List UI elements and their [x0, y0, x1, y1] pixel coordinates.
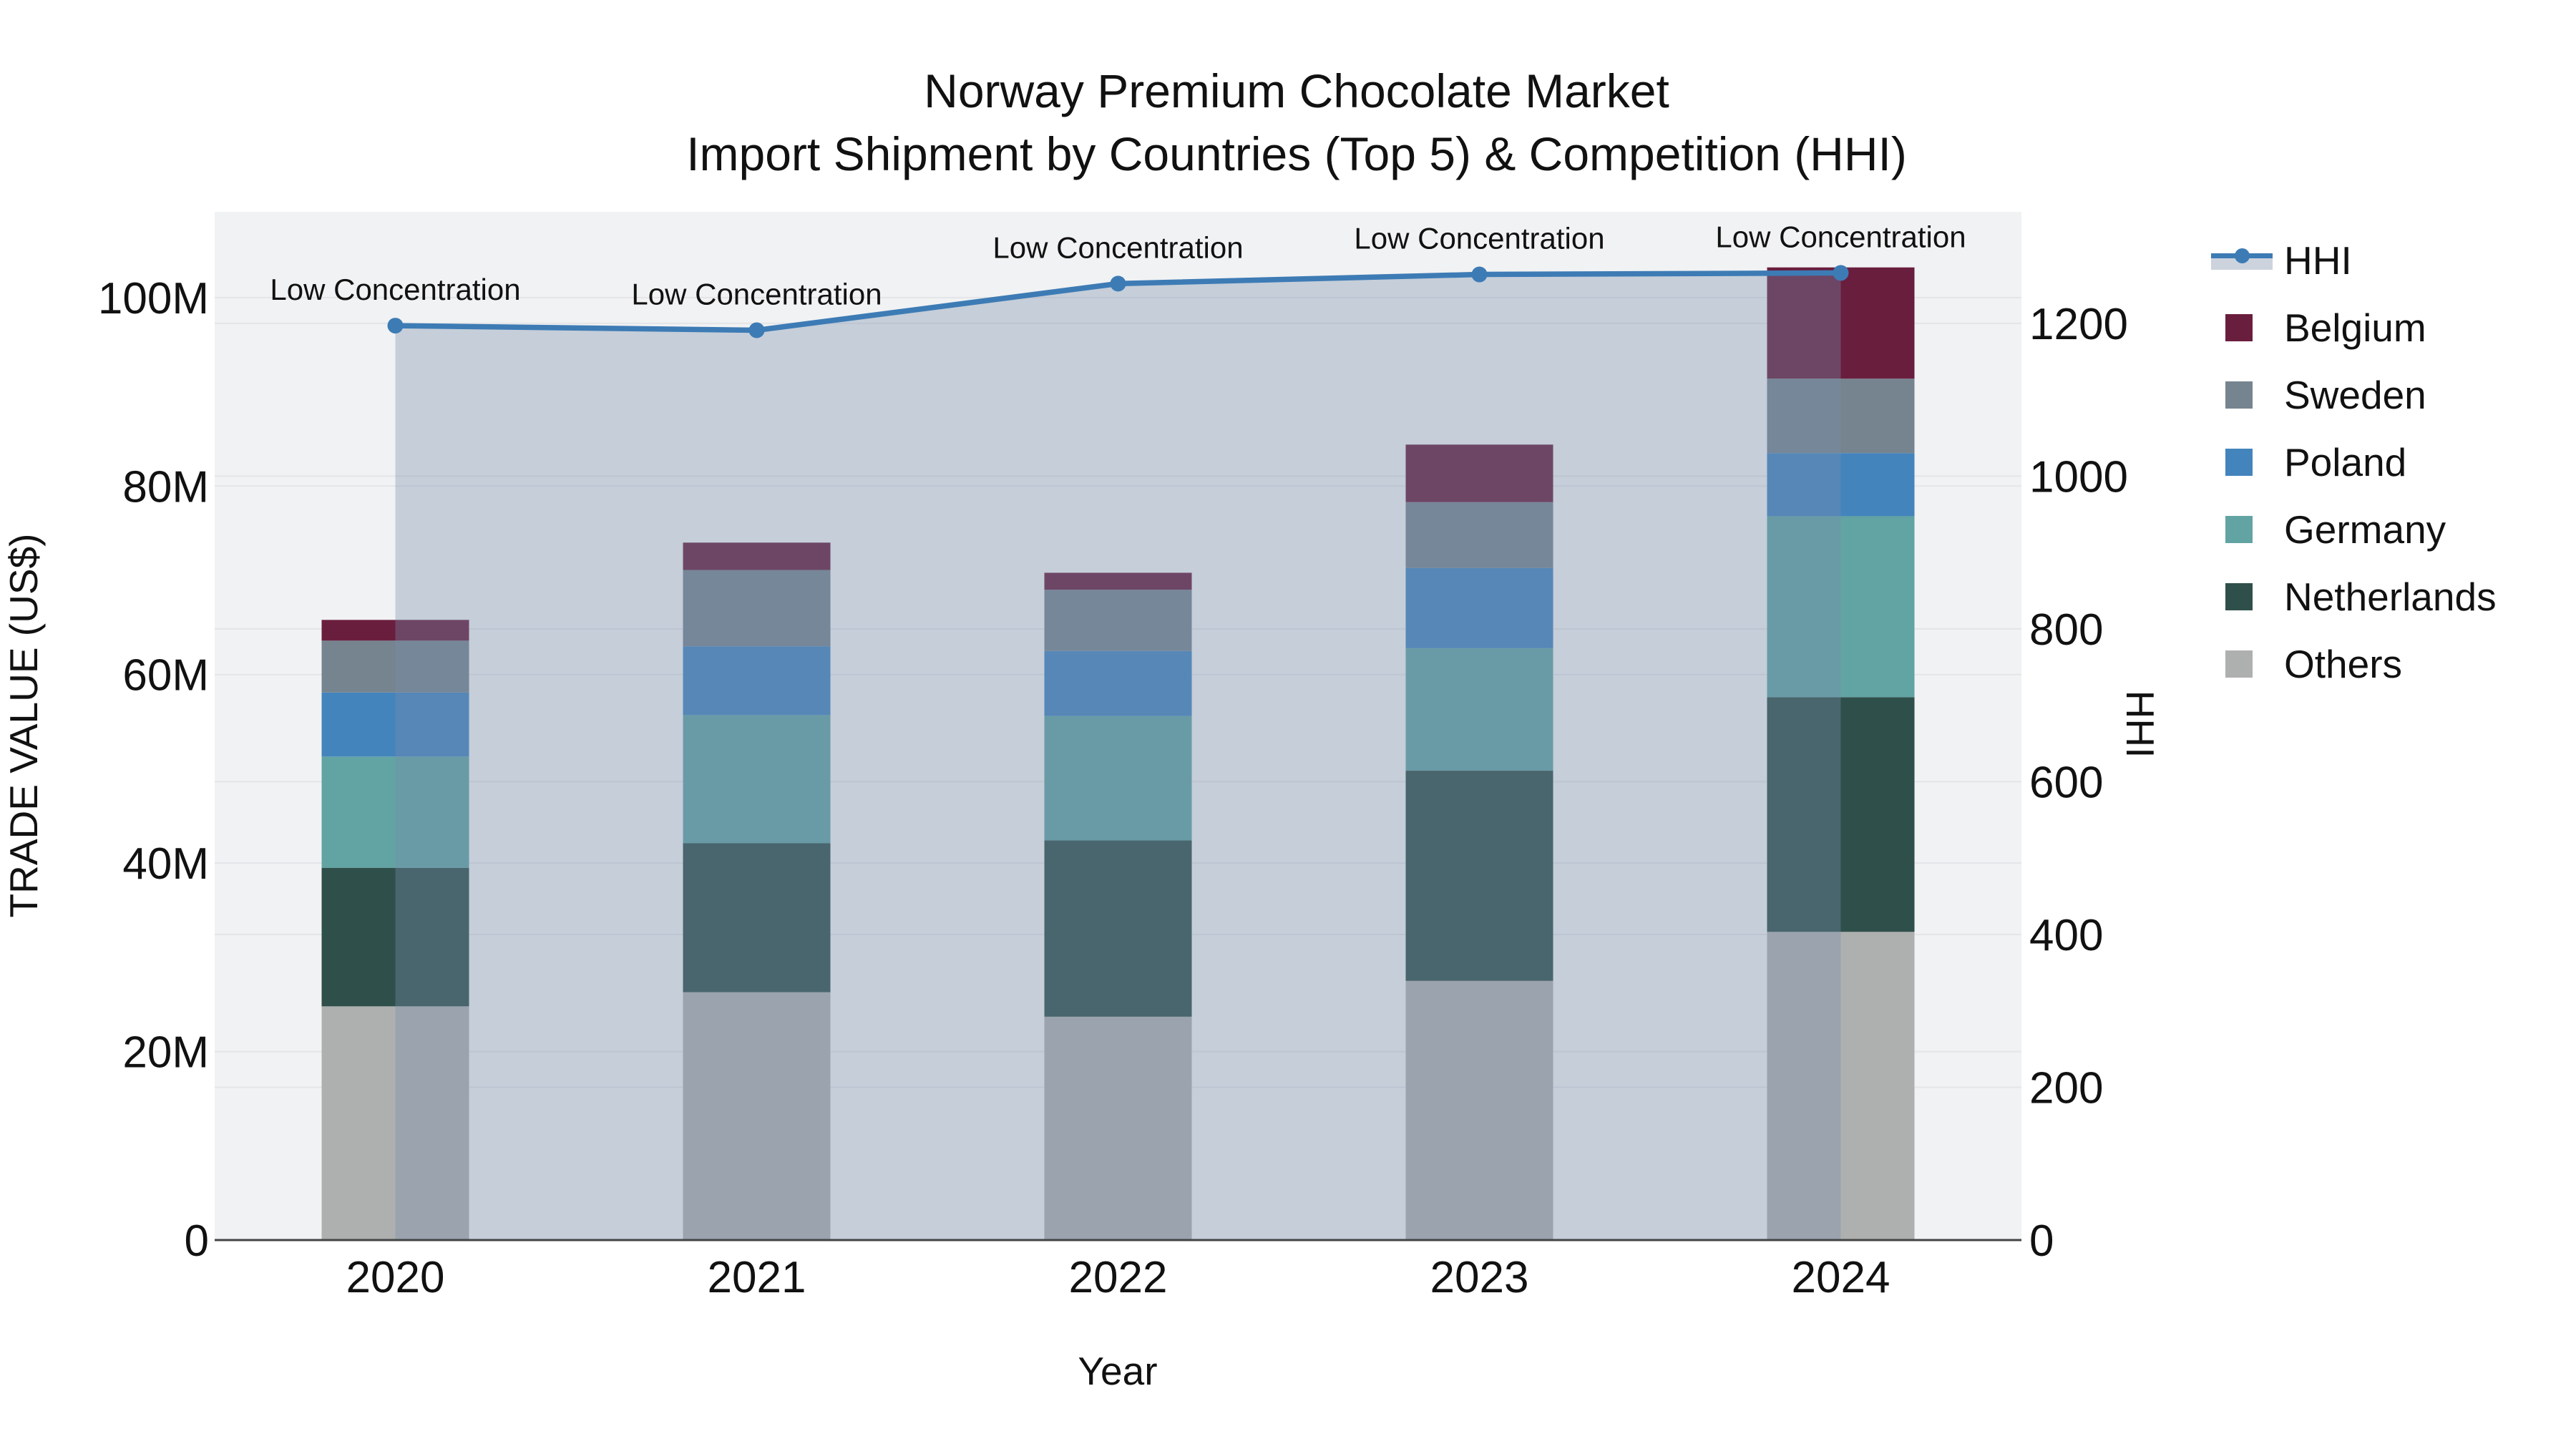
y-right-axis-title: HHI [2118, 691, 2162, 758]
y-right-tick-1200: 1200 [2029, 300, 2128, 349]
legend-hhi-line-icon [2208, 246, 2280, 275]
y-right-tick-400: 400 [2029, 911, 2103, 960]
legend-label-sweden: Sweden [2284, 373, 2426, 417]
y-left-tick-40M: 40M [122, 839, 209, 889]
bar-segment-belgium-2020[interactable] [321, 620, 469, 641]
annotation-low-concentration-2021: Low Concentration [631, 277, 882, 311]
y-left-tick-60M: 60M [122, 651, 209, 701]
legend-label-belgium: Belgium [2284, 306, 2426, 350]
bar-segment-poland-2022[interactable] [1044, 650, 1192, 716]
chart-title-line2: Import Shipment by Countries (Top 5) & C… [686, 127, 1907, 180]
y-left-tick-20M: 20M [122, 1028, 209, 1078]
legend-swatch-others-icon [2208, 650, 2280, 678]
bar-segment-netherlands-2024[interactable] [1767, 697, 1915, 932]
y-right-tick-600: 600 [2029, 758, 2103, 807]
annotation-low-concentration-2023: Low Concentration [1354, 222, 1604, 255]
x-axis-title: Year [1078, 1349, 1157, 1393]
bar-segment-netherlands-2022[interactable] [1044, 840, 1192, 1017]
annotation-low-concentration-2024: Low Concentration [1715, 220, 1966, 253]
legend-item-germany[interactable]: Germany [2208, 496, 2497, 563]
hhi-point-2023[interactable] [1471, 266, 1488, 283]
legend-item-poland[interactable]: Poland [2208, 429, 2497, 496]
hhi-point-2024[interactable] [1833, 265, 1849, 281]
y-left-tick-100M: 100M [98, 274, 209, 323]
bar-segment-belgium-2023[interactable] [1405, 444, 1553, 502]
legend-label-others: Others [2284, 642, 2403, 686]
y-right-tick-0: 0 [2029, 1216, 2054, 1266]
bar-segment-sweden-2023[interactable] [1405, 502, 1553, 568]
bar-segment-poland-2023[interactable] [1405, 567, 1553, 648]
legend-item-belgium[interactable]: Belgium [2208, 294, 2497, 361]
bar-segment-germany-2020[interactable] [321, 756, 469, 868]
bar-segment-germany-2024[interactable] [1767, 516, 1915, 698]
bar-segment-sweden-2020[interactable] [321, 640, 469, 693]
y-left-tick-80M: 80M [122, 462, 209, 512]
x-tick-2023: 2023 [1430, 1253, 1529, 1302]
legend-item-netherlands[interactable]: Netherlands [2208, 563, 2497, 630]
hhi-point-2022[interactable] [1110, 275, 1126, 292]
legend-item-sweden[interactable]: Sweden [2208, 361, 2497, 429]
bar-segment-germany-2023[interactable] [1405, 648, 1553, 771]
bar-segment-belgium-2022[interactable] [1044, 572, 1192, 590]
x-tick-2021: 2021 [708, 1253, 806, 1302]
bar-segment-belgium-2024[interactable] [1767, 267, 1915, 379]
bar-segment-sweden-2021[interactable] [683, 570, 831, 647]
annotation-low-concentration-2020: Low Concentration [270, 273, 520, 306]
y-right-tick-1000: 1000 [2029, 452, 2128, 502]
x-tick-2020: 2020 [346, 1253, 445, 1302]
legend-swatch-poland-icon [2208, 448, 2280, 477]
bar-segment-poland-2024[interactable] [1767, 453, 1915, 517]
x-tick-2022: 2022 [1069, 1253, 1168, 1302]
bar-segment-germany-2021[interactable] [683, 715, 831, 844]
x-tick-2024: 2024 [1792, 1253, 1890, 1302]
annotation-low-concentration-2022: Low Concentration [992, 230, 1243, 264]
hhi-area-fill [395, 273, 1841, 1240]
y-right-tick-800: 800 [2029, 605, 2103, 655]
legend-label-poland: Poland [2284, 440, 2407, 484]
bar-segment-others-2021[interactable] [683, 992, 831, 1240]
legend-item-hhi[interactable]: HHI [2208, 227, 2497, 294]
bar-segment-belgium-2021[interactable] [683, 542, 831, 570]
hhi-point-2020[interactable] [387, 318, 404, 334]
legend-swatch-sweden-icon [2208, 381, 2280, 409]
y-left-axis-title: TRADE VALUE (US$) [1, 534, 46, 918]
bar-segment-netherlands-2020[interactable] [321, 867, 469, 1007]
legend-item-others[interactable]: Others [2208, 630, 2497, 698]
legend-swatch-germany-icon [2208, 515, 2280, 544]
bar-segment-germany-2022[interactable] [1044, 716, 1192, 841]
bar-segment-others-2020[interactable] [321, 1006, 469, 1240]
chart-title-line1: Norway Premium Chocolate Market [924, 64, 1669, 117]
bar-segment-sweden-2024[interactable] [1767, 379, 1915, 454]
y-left-tick-0: 0 [185, 1216, 209, 1266]
legend-swatch-netherlands-icon [2208, 582, 2280, 611]
hhi-point-2021[interactable] [748, 322, 765, 338]
legend-label-germany: Germany [2284, 507, 2446, 552]
bar-segment-others-2023[interactable] [1405, 980, 1553, 1240]
legend-swatch-belgium-icon [2208, 313, 2280, 342]
bar-segment-others-2022[interactable] [1044, 1016, 1192, 1240]
bar-segment-netherlands-2021[interactable] [683, 843, 831, 992]
legend: HHI Belgium Sweden Poland Germany Netherlands… [2208, 227, 2497, 698]
legend-label-netherlands: Netherlands [2284, 575, 2497, 619]
bar-segment-poland-2021[interactable] [683, 646, 831, 716]
bar-segment-netherlands-2023[interactable] [1405, 771, 1553, 981]
bar-segment-poland-2020[interactable] [321, 692, 469, 757]
legend-label-hhi: HHI [2284, 238, 2352, 283]
bar-segment-others-2024[interactable] [1767, 932, 1915, 1240]
bar-segment-sweden-2022[interactable] [1044, 590, 1192, 651]
y-right-tick-200: 200 [2029, 1063, 2103, 1113]
